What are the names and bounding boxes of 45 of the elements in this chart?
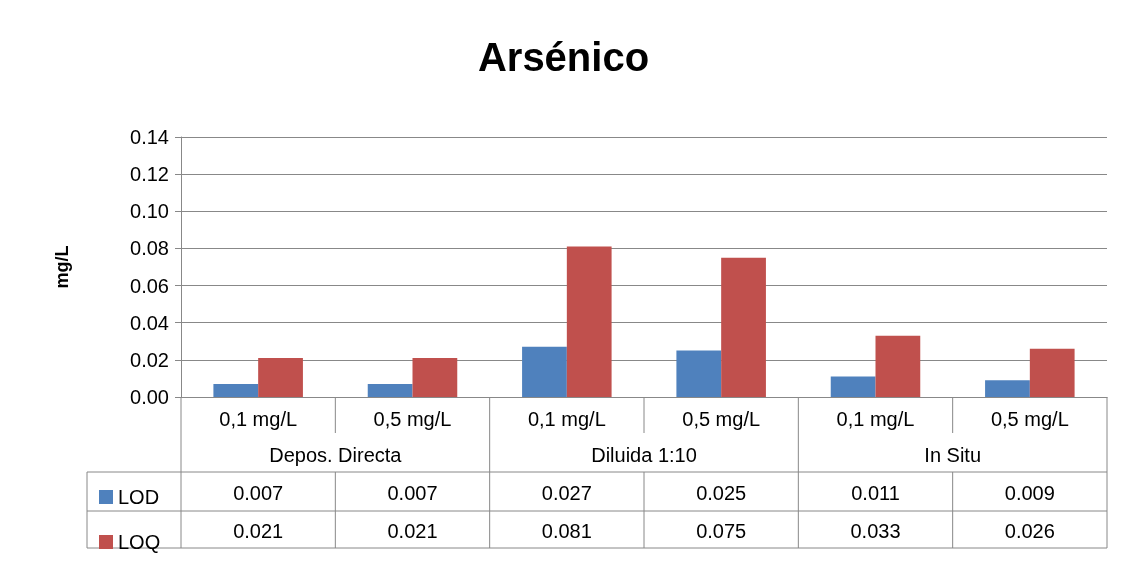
bar <box>566 246 612 397</box>
data-label: 0.007 <box>233 481 284 504</box>
text: Diluida 1:10 <box>591 443 697 466</box>
bar <box>875 335 921 397</box>
data-label: 0.021 <box>387 519 438 542</box>
data-label: 0.011 <box>851 481 900 504</box>
data-label: 0.007 <box>387 481 438 504</box>
data-label: 0.021 <box>233 519 284 542</box>
data-label: 0.027 <box>541 481 592 504</box>
x-tick-label: 0,5 mg/L <box>682 408 761 430</box>
x-tick-label: 0,1 mg/L <box>219 408 298 430</box>
y-axis-title: mg/L <box>52 245 72 289</box>
bar <box>676 350 722 397</box>
x-tick-label: 0,5 mg/L <box>373 408 452 430</box>
y-tick-label: 0.02 <box>130 348 169 371</box>
bar <box>213 384 259 397</box>
bar <box>258 358 303 397</box>
x-tick-label: 0,5 mg/L <box>990 408 1069 430</box>
y-tick-label: 0.12 <box>130 163 169 186</box>
data-label: 0.026 <box>1004 519 1055 542</box>
text: In Situ <box>924 443 982 466</box>
data-label: 0.009 <box>1004 481 1055 504</box>
chart-title: Arsénico <box>477 35 650 79</box>
bar <box>830 376 876 397</box>
y-tick-label: 0.14 <box>130 126 169 148</box>
bar <box>985 380 1030 397</box>
y-tick-label: 0.04 <box>130 311 169 334</box>
x-tick-label: 0,1 mg/L <box>836 408 915 430</box>
y-tick-label: 0.00 <box>130 386 169 408</box>
text: Depos. Directa <box>269 443 403 466</box>
data-label: 0.025 <box>696 481 747 504</box>
bar <box>721 257 766 397</box>
legend-label: LOD <box>118 486 160 508</box>
data-label: 0.075 <box>696 519 747 542</box>
x-tick-label: 0,1 mg/L <box>527 408 606 430</box>
data-label: 0.081 <box>541 519 592 542</box>
bar <box>412 358 458 397</box>
data-label: 0.033 <box>850 519 901 542</box>
bar <box>1029 348 1075 397</box>
y-tick-label: 0.06 <box>130 274 169 297</box>
legend-label: LOQ <box>118 531 161 553</box>
bar <box>522 346 567 397</box>
y-tick-label: 0.10 <box>130 200 169 223</box>
bar <box>367 384 413 397</box>
y-tick-label: 0.08 <box>130 237 169 260</box>
